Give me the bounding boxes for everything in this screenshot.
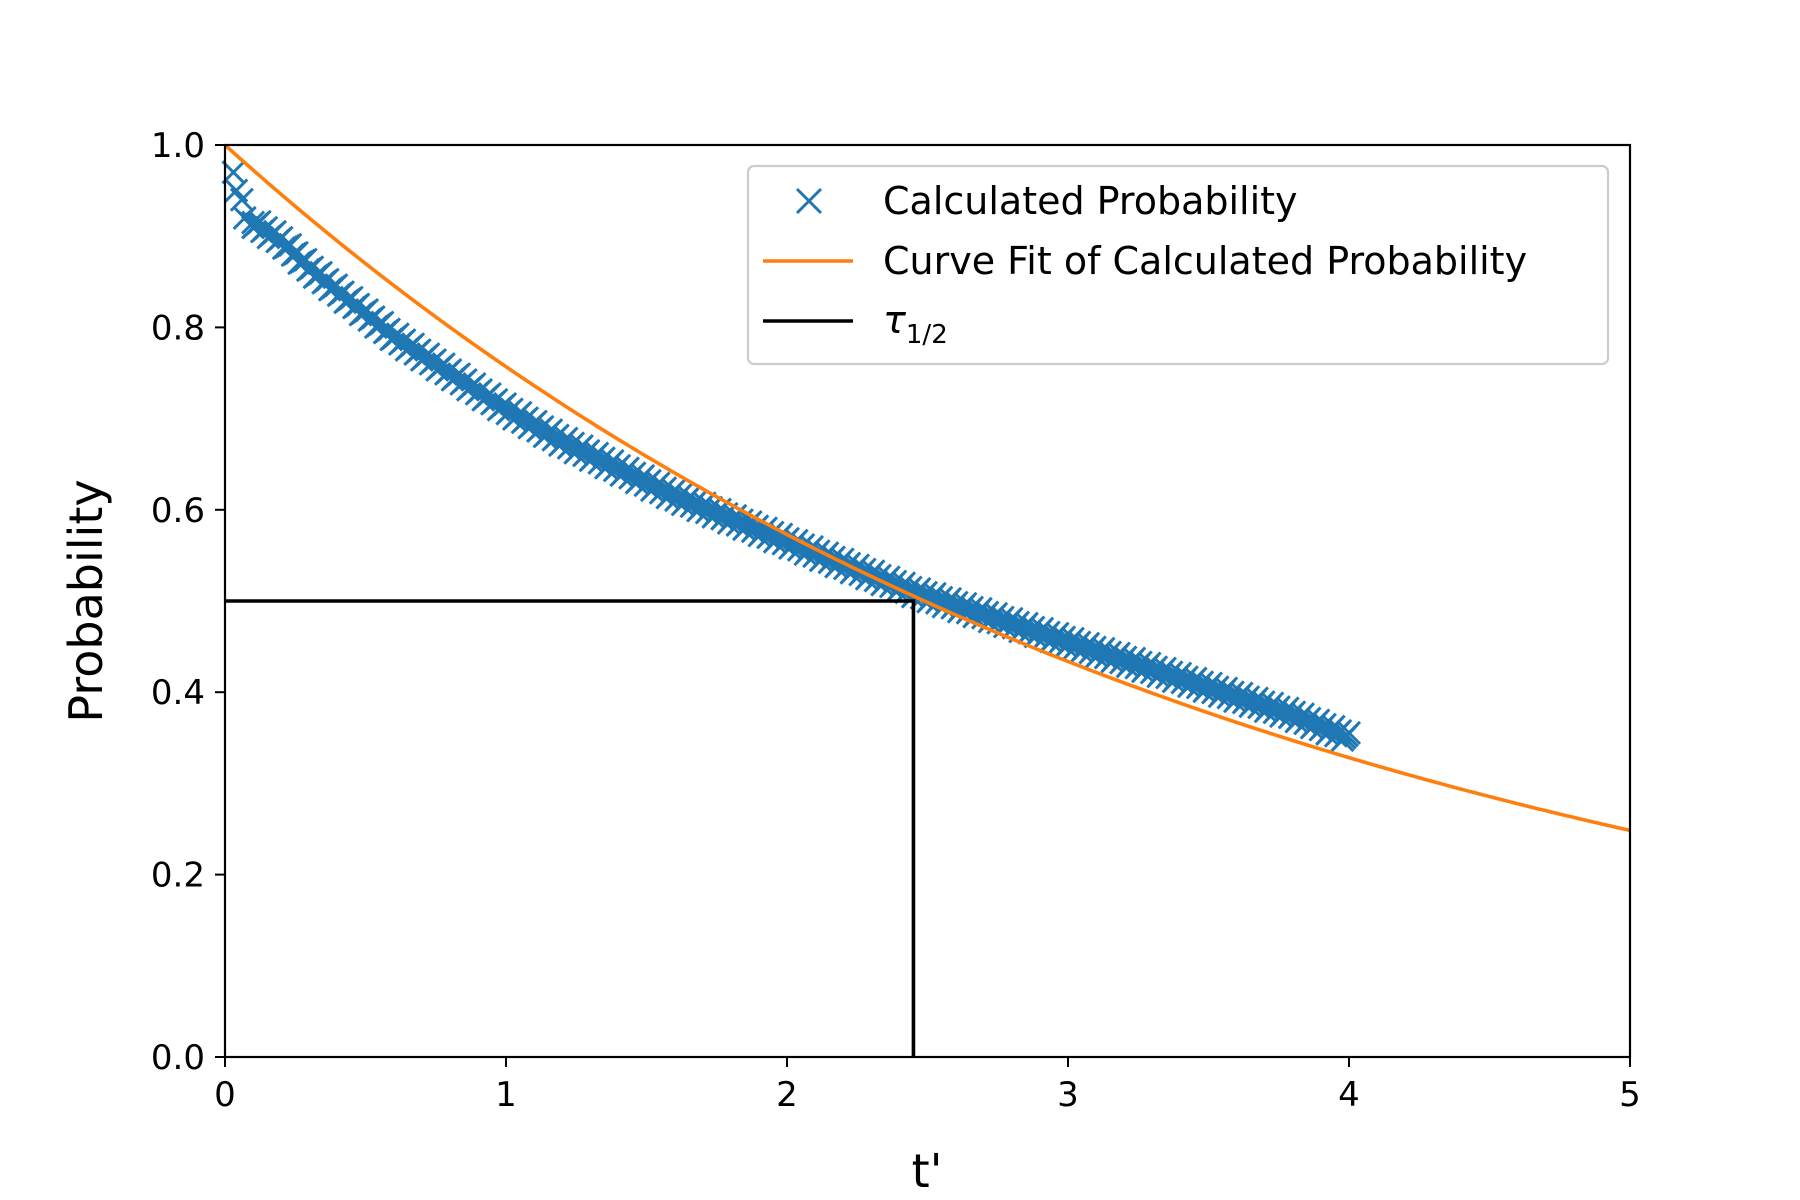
- y-tick-label: 1.0: [151, 126, 205, 166]
- legend-label-tau: τ1/2: [883, 298, 948, 350]
- legend-box: [746, 164, 1610, 366]
- legend-label-calculated: Calculated Probability: [883, 179, 1298, 223]
- y-tick-label: 0.6: [151, 491, 205, 531]
- scatter-point: [1336, 720, 1362, 745]
- legend-tau-subscript: 1/2: [906, 320, 948, 350]
- y-tick-label: 0.0: [151, 1038, 205, 1078]
- x-tick-label: 4: [1338, 1075, 1360, 1115]
- half-life-line: [225, 599, 916, 1057]
- y-tick-label: 0.2: [151, 856, 205, 896]
- y-tick-label: 0.4: [151, 673, 205, 713]
- x-axis-label: t': [912, 1144, 943, 1198]
- y-axis-label: Probability: [59, 479, 113, 722]
- scatter-point: [1328, 718, 1353, 744]
- x-tick-label: 0: [214, 1075, 236, 1115]
- x-tick-label: 3: [1057, 1075, 1079, 1115]
- legend: Calculated Probability Curve Fit of Calc…: [746, 164, 1610, 366]
- legend-tau-symbol: τ: [883, 298, 907, 342]
- x-tick-label: 5: [1619, 1075, 1641, 1115]
- x-tick-label: 2: [776, 1075, 798, 1115]
- scatter-series: [221, 160, 1362, 753]
- y-tick-label: 0.8: [151, 308, 205, 348]
- x-axis-ticks: 0 1 2 3 4 5: [214, 1057, 1641, 1115]
- legend-marker-x: [795, 187, 823, 215]
- axes-frame: [223, 143, 1632, 1059]
- curve-fit-line: [223, 143, 1631, 833]
- legend-label-fit: Curve Fit of Calculated Probability: [883, 239, 1527, 283]
- x-tick-label: 1: [495, 1075, 517, 1115]
- y-axis-ticks: 0.0 0.2 0.4 0.6 0.8 1.0: [151, 126, 225, 1078]
